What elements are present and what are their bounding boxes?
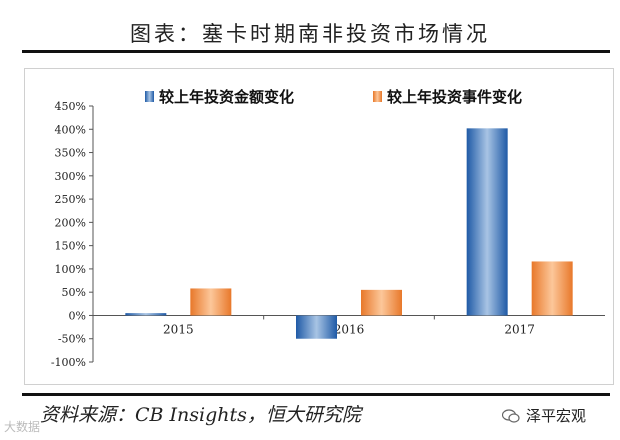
legend-swatch — [145, 91, 154, 102]
bar-amount-2015 — [125, 313, 167, 316]
y-tick-label: 250% — [55, 193, 86, 206]
y-tick-label: 50% — [62, 286, 86, 299]
x-tick-label: 2017 — [504, 322, 535, 336]
figure-title: 图表：塞卡时期南非投资市场情况 — [130, 22, 490, 46]
source-note: 资料来源：CB Insights，恒大研究院 — [40, 404, 361, 426]
x-tick-label: 2016 — [334, 322, 365, 336]
top-rule — [22, 50, 610, 53]
y-tick-label: -50% — [58, 333, 86, 346]
y-tick-label: -100% — [51, 356, 86, 369]
y-tick-label: 450% — [55, 100, 86, 113]
bottom-rule — [22, 393, 610, 396]
legend-label: 较上年投资金额变化 — [159, 88, 294, 106]
x-tick-label: 2015 — [163, 322, 194, 336]
brand-name: 泽平宏观 — [526, 407, 587, 425]
bar-events-2015 — [190, 288, 232, 316]
y-tick-label: 350% — [55, 147, 86, 160]
wechat-icon — [502, 408, 520, 423]
brand-mark: 泽平宏观 — [502, 405, 586, 426]
bar-chart: -100% -50% 0% 50% 100% 150% 200% 250% 300% 350% 40… — [51, 88, 605, 369]
legend-label: 较上年投资事件变化 — [387, 88, 522, 106]
bar-events-2017 — [531, 261, 573, 316]
y-tick-label: 0% — [69, 309, 86, 322]
legend-swatch — [373, 91, 382, 102]
bar-amount-2017 — [466, 128, 508, 316]
y-tick-label: 400% — [55, 123, 86, 136]
y-tick-label: 200% — [55, 216, 86, 229]
y-tick-label: 150% — [55, 240, 86, 253]
bar-events-2016 — [361, 289, 402, 316]
watermark-text: 大数据 — [4, 420, 41, 434]
y-tick-label: 100% — [55, 263, 86, 276]
chart-frame: -100% -50% 0% 50% 100% 150% 200% 250% 300% 350% 40… — [24, 68, 614, 385]
y-tick-label: 300% — [55, 170, 86, 183]
bar-amount-2016 — [296, 315, 337, 339]
